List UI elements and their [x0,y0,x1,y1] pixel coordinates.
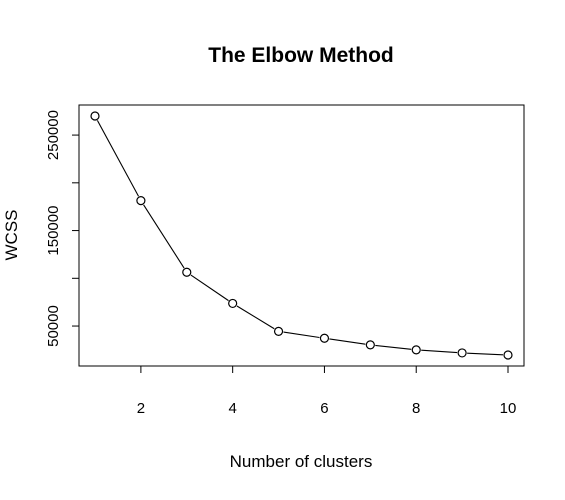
x-tick-label: 2 [137,400,145,417]
data-point [503,350,513,360]
data-point [319,333,330,343]
y-tick-label: 150000 [45,206,62,256]
y-axis-label: WCSS [2,210,21,261]
series-line-segment [329,338,366,345]
data-point [273,326,284,336]
y-tick-label: 250000 [45,110,62,160]
series-line-segment [96,120,139,197]
x-tick-label: 8 [412,400,420,417]
series-line-segment [421,349,458,354]
series-line-segment [143,204,185,269]
plot-frame [78,104,525,367]
x-tick-label: 4 [228,400,236,417]
chart-title: The Elbow Method [208,44,393,67]
series-line-segment [190,274,229,302]
series-line-segment [375,344,412,350]
x-tick-label: 10 [500,400,517,417]
axes: 2 4 6 8 10 50000 150000 250000 [45,104,525,417]
series-line-segment [236,305,275,330]
data-point [411,345,421,355]
data-point [136,196,146,206]
y-tick-label: 50000 [45,305,62,347]
data-point [182,267,192,277]
series-line-segment [283,331,320,339]
x-axis-label: Number of clusters [230,452,373,471]
data-point [365,340,375,350]
series-wcss [90,111,513,360]
series-line-segment [467,352,504,356]
x-tick-label: 6 [320,400,328,417]
data-point [90,111,100,121]
data-point [457,348,467,358]
data-point [228,298,238,309]
